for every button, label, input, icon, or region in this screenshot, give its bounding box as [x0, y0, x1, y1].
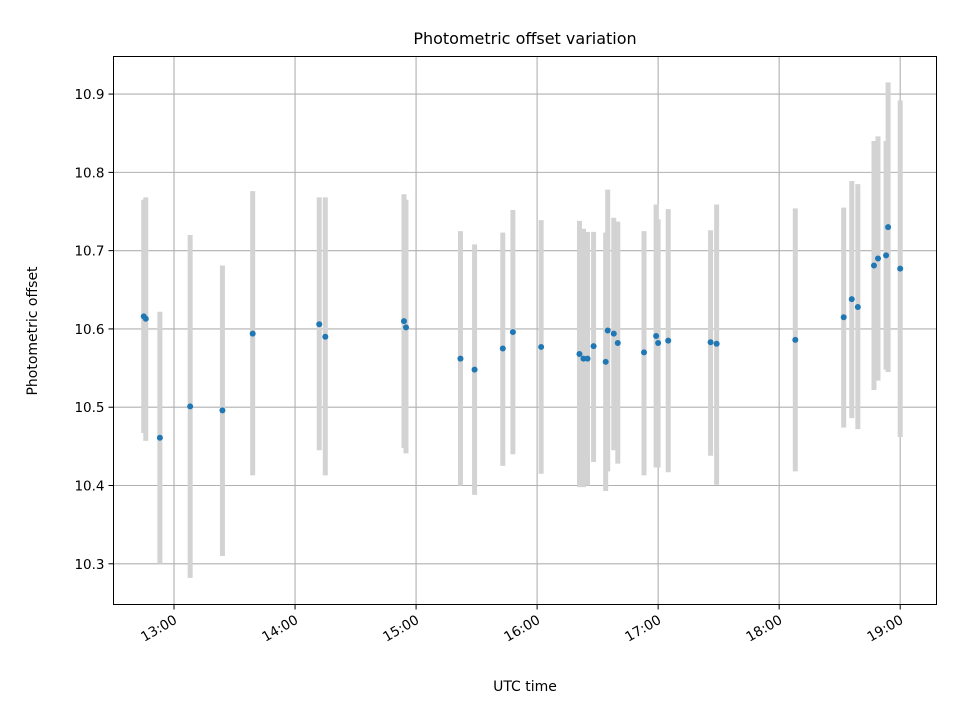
data-point [316, 321, 323, 328]
y-tick-label: 10.4 [74, 479, 104, 495]
data-point [249, 330, 256, 337]
y-axis-label: Photometric offset [25, 266, 41, 396]
data-point [509, 329, 516, 336]
data-point [187, 403, 194, 410]
plot-frame [113, 56, 937, 605]
data-point [883, 252, 890, 259]
data-point [142, 315, 149, 322]
data-point [219, 407, 226, 414]
y-axis: 10.3 10.4 10.5 10.6 10.7 10.8 10.9 [74, 87, 114, 573]
data-point [840, 314, 847, 321]
data-point [641, 349, 648, 356]
data-point [792, 336, 799, 343]
data-point [584, 355, 591, 362]
y-tick-label: 10.9 [74, 87, 104, 103]
y-tick-label: 10.3 [74, 557, 104, 573]
data-point [653, 332, 660, 339]
data-point [602, 358, 609, 365]
data-point [610, 330, 617, 337]
y-tick-label: 10.7 [74, 244, 104, 260]
data-point [576, 350, 583, 357]
point-layer [140, 224, 904, 441]
y-tick-label: 10.5 [74, 400, 104, 416]
data-point [614, 340, 621, 347]
data-point [471, 366, 478, 373]
y-tick-label: 10.6 [74, 322, 104, 338]
data-point [885, 224, 892, 231]
data-point [604, 327, 611, 334]
data-point [499, 345, 506, 352]
data-point [875, 255, 882, 262]
data-point [322, 333, 329, 340]
data-point [538, 343, 545, 350]
y-tick-label: 10.8 [74, 165, 104, 181]
data-point [457, 355, 464, 362]
data-point [402, 324, 409, 331]
data-point [400, 318, 407, 325]
data-point [713, 340, 720, 347]
data-point [590, 343, 597, 350]
chart-title: Photometric offset variation [413, 29, 636, 48]
data-point [870, 262, 877, 269]
data-point [854, 304, 861, 311]
data-point [156, 434, 163, 441]
x-axis-label: UTC time [493, 679, 557, 695]
data-point [897, 265, 904, 272]
data-point [707, 339, 714, 346]
data-point [655, 340, 662, 347]
data-point [848, 296, 855, 303]
data-point [665, 337, 672, 344]
grid-layer [113, 56, 937, 605]
